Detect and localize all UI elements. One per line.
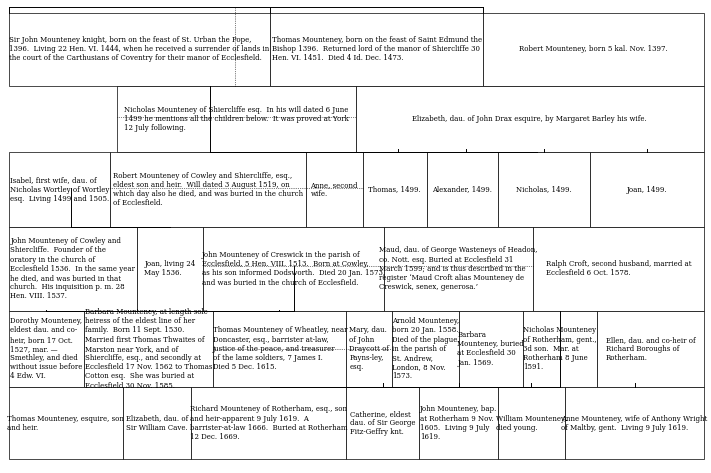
Bar [110,152,306,227]
Bar [306,152,363,227]
Bar [459,311,523,387]
Bar [363,152,427,227]
Bar [498,152,590,227]
Text: Anne, second
wife.: Anne, second wife. [311,181,358,198]
Text: Catherine, eldest
dau. of Sir George
Fitz-Geffry knt.: Catherine, eldest dau. of Sir George Fit… [350,410,416,437]
Text: Joan, living 24
May 1536.: Joan, living 24 May 1536. [144,260,196,277]
Text: Isabel, first wife, dau. of
Nicholas Wortley of Wortley
esq.  Living 1499 and 15: Isabel, first wife, dau. of Nicholas Wor… [10,176,109,203]
Bar [191,387,346,459]
Text: Mary, dau.
of John
Draycott of
Payns-ley,
esq.: Mary, dau. of John Draycott of Payns-ley… [349,326,390,371]
Text: John Mounteney of Creswick in the parish of
Ecclesfield, 5 Hen. VIII. 1513.  Bor: John Mounteney of Creswick in the parish… [202,251,385,287]
Bar [346,311,392,387]
Bar [427,152,498,227]
Text: Dorothy Mounteney,
eldest dau. and co-
heir, born 17 Oct.
1527, mar. —
Smethley,: Dorothy Mounteney, eldest dau. and co- h… [10,317,82,380]
Bar [9,227,137,311]
Bar [9,311,84,387]
Text: Robert Mounteney of Cowley and Shiercliffe, esq.,
eldest son and heir.  Will dat: Robert Mounteney of Cowley and Shierclif… [113,172,303,207]
Bar [117,86,356,152]
Text: Thomas Mounteney, esquire, son
and heir.: Thomas Mounteney, esquire, son and heir. [7,414,124,432]
Bar [483,12,704,86]
Text: Elizabeth, dau. of
Sir William Cave.: Elizabeth, dau. of Sir William Cave. [126,414,188,432]
Bar [523,311,597,387]
Bar [392,311,459,387]
Bar [137,227,203,311]
Text: John Mounteney of Cowley and
Shiercliffe.  Founder of the
oratory in the church : John Mounteney of Cowley and Shiercliffe… [11,237,135,300]
Bar [213,311,346,387]
Text: Barbara Mounteney, at length sole
heiress of the eldest line of her
family.  Bor: Barbara Mounteney, at length sole heires… [85,308,213,390]
Bar [356,86,704,152]
Text: Thomas Mounteney, born on the feast of Saint Edmund the
Bishop 1396.  Returned l: Thomas Mounteney, born on the feast of S… [272,36,482,62]
Bar [565,387,704,459]
Text: Thomas, 1499.: Thomas, 1499. [368,185,421,193]
Text: John Mounteney, bap.
at Rotherham 9 Nov.
1605.  Living 9 July
1619.: John Mounteney, bap. at Rotherham 9 Nov.… [420,405,497,441]
Text: Nicholas Mounteney
of Rotherham, gent.,
3d son.  Mar. at
Rotherham 8 June
1591.: Nicholas Mounteney of Rotherham, gent., … [523,326,597,371]
Bar [384,227,533,311]
Bar [123,387,191,459]
Text: Nicholas, 1499.: Nicholas, 1499. [516,185,572,193]
Text: Maud, dau. of George Wasteneys of Headon,
co. Nott. esq. Buried at Ecclesfield 3: Maud, dau. of George Wasteneys of Headon… [380,246,538,291]
Text: Arnold Mounteney,
born 20 Jan. 1558.
Died of the plague
in the parish of
St. And: Arnold Mounteney, born 20 Jan. 1558. Die… [392,317,459,380]
Bar [203,227,384,311]
Text: Thomas Mounteney of Wheatley, near
Doncaster, esq., barrister at-law,
justice of: Thomas Mounteney of Wheatley, near Donca… [213,326,347,371]
Text: Barbara
Mounteney, buried
at Ecclesfield 30
Jan. 1569.: Barbara Mounteney, buried at Ecclesfield… [457,331,524,367]
Bar [84,311,213,387]
Bar [9,387,123,459]
Text: Robert Mounteney, born 5 kal. Nov. 1397.: Robert Mounteney, born 5 kal. Nov. 1397. [519,45,668,53]
Bar [9,12,270,86]
Text: Richard Mounteney of Rotherham, esq., son
and heir-apparent 9 July 1619.  A
barr: Richard Mounteney of Rotherham, esq., so… [190,405,347,441]
Bar [533,227,704,311]
Bar [419,387,498,459]
Text: Ellen, dau. and co-heir of
Richard Boroughs of
Rotherham.: Ellen, dau. and co-heir of Richard Borou… [606,336,695,362]
Text: Anne Mounteney, wife of Anthony Wright
of Maltby, gent.  Living 9 July 1619.: Anne Mounteney, wife of Anthony Wright o… [562,414,707,432]
Bar [346,387,419,459]
Bar [597,311,704,387]
Text: Nicholas Mounteney of Shiercliffe esq.  In his will dated 6 June
1499 he mention: Nicholas Mounteney of Shiercliffe esq. I… [124,106,349,132]
Bar [590,152,704,227]
Text: Alexander, 1499.: Alexander, 1499. [432,185,492,193]
Text: Ralph Croft, second husband, married at
Ecclesfield 6 Oct. 1578.: Ralph Croft, second husband, married at … [546,260,691,277]
Bar [9,152,110,227]
Bar [270,12,483,86]
Text: Sir John Mounteney knight, born on the feast of St. Urban the Pope,
1396.  Livin: Sir John Mounteney knight, born on the f… [9,36,269,62]
Bar [498,387,565,459]
Text: William Mounteney,
died young.: William Mounteney, died young. [496,414,567,432]
Text: Elizabeth, dau. of John Drax esquire, by Margaret Barley his wife.: Elizabeth, dau. of John Drax esquire, by… [412,115,647,123]
Text: Joan, 1499.: Joan, 1499. [626,185,668,193]
